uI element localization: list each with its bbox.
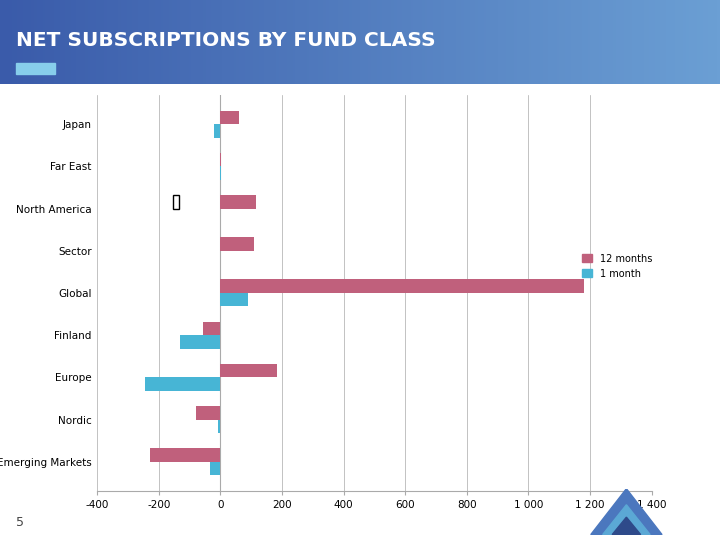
- Text: 5: 5: [16, 516, 24, 530]
- Bar: [220, 293, 248, 307]
- Bar: [180, 335, 220, 349]
- Bar: [196, 406, 220, 420]
- Bar: [204, 322, 220, 335]
- Polygon shape: [612, 517, 641, 535]
- Bar: [16, 63, 55, 73]
- Text: NET SUBSCRIPTIONS BY FUND CLASS: NET SUBSCRIPTIONS BY FUND CLASS: [16, 31, 436, 50]
- Bar: [150, 448, 220, 462]
- Bar: [220, 111, 239, 124]
- Bar: [218, 420, 220, 433]
- Bar: [173, 195, 179, 208]
- Bar: [145, 377, 220, 391]
- Text: € million: € million: [613, 527, 657, 537]
- Bar: [220, 237, 254, 251]
- Bar: [220, 279, 584, 293]
- Bar: [220, 364, 277, 377]
- Polygon shape: [590, 489, 662, 535]
- Bar: [220, 195, 256, 208]
- Bar: [215, 124, 220, 138]
- Polygon shape: [603, 505, 650, 535]
- Bar: [210, 462, 220, 475]
- Legend: 12 months, 1 month: 12 months, 1 month: [582, 254, 652, 279]
